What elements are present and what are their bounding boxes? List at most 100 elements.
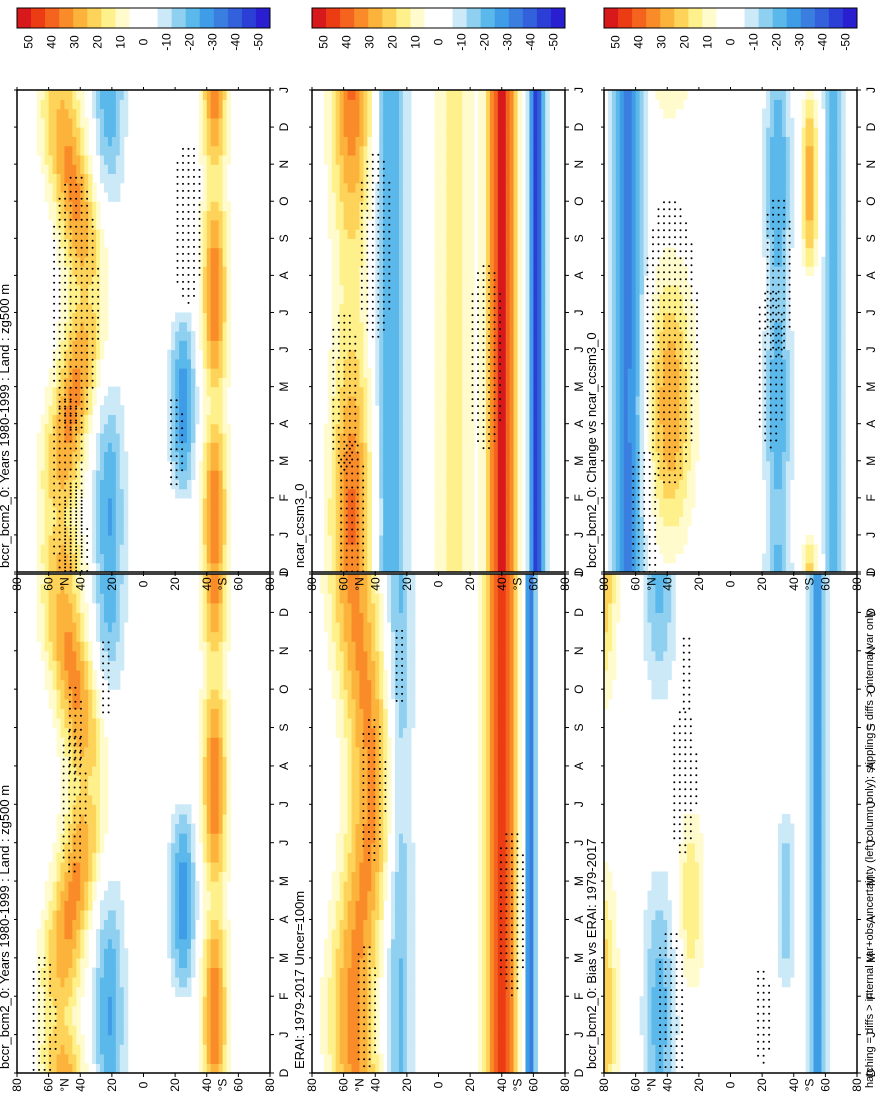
- heatmap-cell: [375, 938, 380, 949]
- heatmap-cell: [339, 1015, 345, 1026]
- heatmap-cell: [100, 621, 105, 633]
- heatmap-cell: [206, 900, 212, 911]
- heatmap-cell: [323, 967, 329, 978]
- heatmap-cell: [76, 785, 81, 796]
- heatmap-cell: [115, 1044, 121, 1055]
- heatmap-cell: [175, 909, 180, 921]
- heatmap-cell: [111, 395, 117, 406]
- heatmap-cell: [347, 708, 353, 719]
- heatmap-cell: [359, 775, 364, 786]
- stipple-dot: [75, 563, 78, 565]
- stipple-dot: [69, 232, 72, 235]
- heatmap-cell: [218, 219, 224, 230]
- heatmap-cell: [175, 833, 180, 844]
- stipple-dot: [80, 468, 83, 471]
- stipple-dot: [80, 433, 83, 436]
- heatmap-cell: [198, 823, 204, 834]
- heatmap-cell: [371, 977, 376, 988]
- stipple-dot: [58, 552, 61, 555]
- heatmap-cell: [100, 948, 105, 959]
- heatmap-cell: [485, 833, 491, 844]
- heatmap-cell: [481, 919, 487, 930]
- heatmap-cell: [68, 1025, 73, 1036]
- heatmap-cell: [218, 507, 224, 517]
- heatmap-cell: [206, 919, 212, 930]
- stipple-dot: [58, 358, 61, 361]
- stipple-dot: [75, 507, 78, 509]
- heatmap-cell: [111, 173, 117, 184]
- heatmap-cell: [351, 890, 357, 901]
- heatmap-cell: [206, 650, 212, 661]
- heatmap-cell: [68, 756, 73, 767]
- heatmap-cell: [76, 602, 81, 613]
- heatmap-cell: [525, 919, 531, 930]
- heatmap-cell: [96, 136, 101, 147]
- heatmap-cell: [363, 977, 368, 988]
- stipple-dot: [102, 704, 105, 707]
- heatmap-cell: [92, 1053, 97, 1065]
- heatmap-cell: [202, 201, 208, 212]
- heatmap-cell: [96, 794, 101, 805]
- heatmap-cell: [64, 574, 69, 585]
- heatmap-cell: [513, 967, 519, 978]
- heatmap-cell: [210, 861, 216, 873]
- heatmap-cell: [210, 574, 216, 585]
- heatmap-cell: [103, 938, 109, 949]
- heatmap-cell: [186, 470, 192, 480]
- heatmap-cell: [48, 497, 54, 508]
- heatmap-cell: [222, 1025, 228, 1036]
- heatmap-cell: [485, 996, 491, 1007]
- heatmap-cell: [206, 303, 212, 314]
- heatmap-cell: [198, 708, 204, 719]
- heatmap-cell: [525, 967, 531, 978]
- heatmap-cell: [40, 117, 46, 128]
- heatmap-cell: [493, 948, 499, 959]
- heatmap-cell: [206, 117, 212, 128]
- stipple-dot: [68, 758, 71, 761]
- heatmap-cell: [226, 1063, 232, 1073]
- heatmap-cell: [533, 717, 538, 729]
- heatmap-cell: [533, 765, 538, 777]
- heatmap-cell: [226, 90, 232, 100]
- heatmap-cell: [92, 284, 97, 295]
- heatmap-cell: [210, 996, 216, 1007]
- heatmap-cell: [80, 405, 85, 416]
- stipple-dot: [53, 454, 56, 457]
- heatmap-cell: [202, 210, 208, 221]
- heatmap-cell: [402, 785, 408, 796]
- heatmap-cell: [92, 679, 97, 690]
- heatmap-cell: [509, 909, 515, 921]
- heatmap-cell: [88, 377, 93, 388]
- heatmap-cell: [214, 358, 220, 369]
- heatmap-cell: [410, 977, 416, 988]
- stipple-dot: [64, 503, 67, 506]
- heatmap-cell: [60, 219, 66, 230]
- heatmap-cell: [76, 717, 81, 729]
- heatmap-cell: [92, 833, 97, 844]
- stipple-dot: [176, 224, 179, 227]
- stipple-dot: [80, 190, 83, 193]
- stipple-dot: [79, 800, 82, 803]
- heatmap-cell: [167, 890, 172, 901]
- heatmap-cell: [100, 117, 105, 128]
- heatmap-cell: [351, 1015, 357, 1026]
- heatmap-cell: [107, 432, 113, 443]
- stipple-dot: [75, 514, 78, 516]
- heatmap-cell: [60, 717, 66, 729]
- heatmap-cell: [88, 303, 93, 314]
- heatmap-cell: [206, 909, 212, 921]
- stipple-dot: [193, 287, 195, 290]
- stipple-dot: [64, 379, 67, 382]
- stipple-dot: [49, 998, 52, 1001]
- heatmap-cell: [72, 1005, 77, 1017]
- heatmap-cell: [107, 593, 113, 604]
- heatmap-cell: [398, 775, 404, 786]
- heatmap-cell: [525, 1063, 531, 1073]
- month-tick-label: F: [277, 993, 291, 1000]
- heatmap-cell: [383, 861, 388, 873]
- heatmap-cell: [529, 929, 534, 940]
- heatmap-cell: [222, 929, 228, 940]
- heatmap-cell: [111, 507, 117, 517]
- heatmap-cell: [92, 756, 97, 767]
- heatmap-cell: [379, 813, 384, 825]
